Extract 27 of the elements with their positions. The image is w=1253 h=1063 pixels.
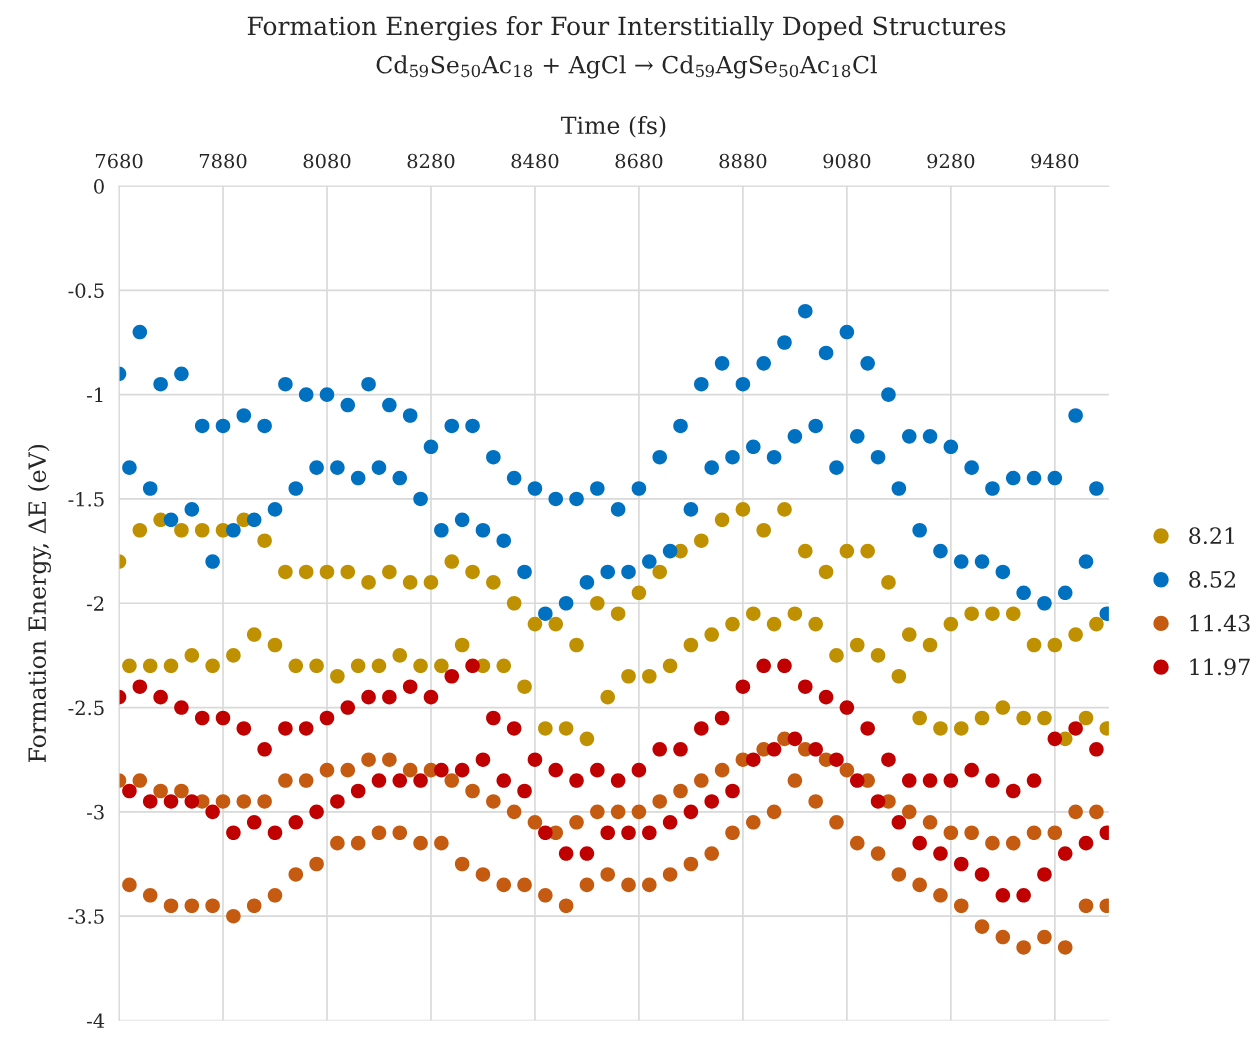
chart-title: Formation Energies for Four Interstitially Doped Structures <box>247 15 1006 41</box>
y-tick-label: -1.5 <box>68 491 104 507</box>
x-tick-label: 8480 <box>511 153 559 169</box>
y-tick-label: -3 <box>87 804 104 820</box>
x-tick-label: 8680 <box>615 153 663 169</box>
x-axis-title: Time (fs) <box>560 115 666 138</box>
x-tick-label: 7880 <box>199 153 247 169</box>
x-tick-label: 9280 <box>927 153 975 169</box>
x-tick-label: 7680 <box>95 153 143 169</box>
y-tick-label: 0 <box>94 178 104 194</box>
x-tick-label: 8080 <box>303 153 351 169</box>
y-tick-label: -2 <box>87 596 104 611</box>
legend-label: 8.52 <box>1189 571 1235 588</box>
legend-label: 11.43 <box>1190 614 1250 632</box>
y-tick-label: -4 <box>87 1013 105 1028</box>
y-axis-title: Formation Energy, ΔE (eV) <box>27 444 51 763</box>
x-tick-label: 9480 <box>1031 153 1079 169</box>
x-tick-label: 9080 <box>823 153 871 169</box>
y-tick-label: -1 <box>87 387 103 403</box>
legend-label: 8.21 <box>1189 527 1235 545</box>
x-tick-label: 8280 <box>407 153 455 169</box>
x-tick-label: 8880 <box>719 153 767 169</box>
y-tick-label: -2.5 <box>68 700 104 716</box>
text: Cd$_{59}$Se$_{50}$Ac$_{18}$ + AgCl → Cd$_{59}$AgSe$_{50}$Ac$_{18}$Cl <box>376 55 877 79</box>
y-tick-label: -0.5 <box>68 283 104 298</box>
y-tick-label: -3.5 <box>68 909 104 924</box>
legend-label: 11.97 <box>1190 658 1250 676</box>
